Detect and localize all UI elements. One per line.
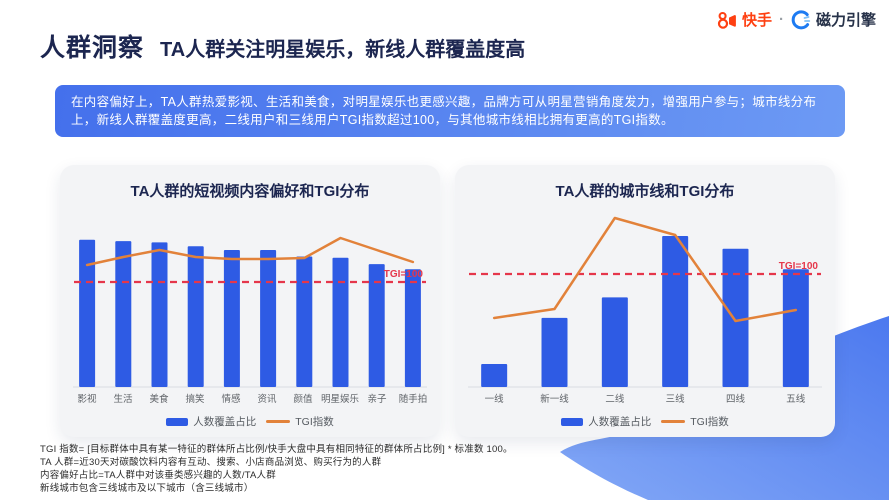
line-swatch-icon <box>661 420 686 423</box>
coverage-bar <box>260 250 277 387</box>
category-label: 新一线 <box>540 394 569 405</box>
footnote-line: 内容偏好占比=TA人群中对该垂类感兴趣的人数/TA人群 <box>40 470 276 481</box>
content-preference-chart-canvas: TGI=100 <box>73 236 427 388</box>
coverage-bar <box>601 297 628 387</box>
legend-item-coverage: 人数覆盖占比 <box>166 414 256 429</box>
category-label: 二线 <box>605 394 625 405</box>
coverage-bar <box>187 246 204 387</box>
tgi-reference-label: TGI=100 <box>779 261 819 272</box>
category-label: 生活 <box>113 394 133 405</box>
legend-item-coverage: 人数覆盖占比 <box>561 414 651 429</box>
kuaishou-logo-icon <box>717 11 736 29</box>
category-label: 美食 <box>149 394 169 405</box>
category-label: 五线 <box>786 394 806 405</box>
coverage-bar <box>332 257 349 387</box>
summary-text: 在内容偏好上，TA人群热爱影视、生活和美食，对明星娱乐也更感兴趣，品牌方可从明星… <box>71 95 817 128</box>
magnetic-engine-label: 磁力引擎 <box>815 12 876 29</box>
footnote-line: TA 人群=近30天对碳酸饮料内容有互动、搜索、小店商品浏览、购买行为的人群 <box>40 457 382 468</box>
category-label: 随手拍 <box>398 394 428 405</box>
coverage-bar <box>296 256 313 387</box>
coverage-bar <box>404 269 421 387</box>
summary-callout: 在内容偏好上，TA人群热爱影视、生活和美食，对明星娱乐也更感兴趣，品牌方可从明星… <box>55 85 845 138</box>
legend-label-tgi: TGI指数 <box>690 416 729 428</box>
tgi-line-series <box>492 216 798 323</box>
coverage-bar <box>223 250 240 387</box>
chart-title: TA人群的城市线和TGI分布 <box>555 183 735 200</box>
line-swatch-icon <box>266 420 291 423</box>
category-label: 搞笑 <box>185 394 205 405</box>
tgi-reference-label: TGI=100 <box>384 269 424 280</box>
legend-item-tgi: TGI指数 <box>266 414 334 429</box>
category-label: 影视 <box>77 394 97 405</box>
coverage-bar <box>722 248 749 387</box>
coverage-bar <box>541 317 568 387</box>
bar-swatch-icon <box>166 417 189 426</box>
page-header: 人群洞察 TA人群关注明星娱乐，新线人群覆盖度高 <box>40 28 525 64</box>
logo-separator-dot: · <box>778 11 784 28</box>
category-label: 情感 <box>221 394 241 405</box>
category-axis: 一线 新一线 二线 三线 四线 五线 <box>464 391 826 405</box>
legend-label-coverage: 人数覆盖占比 <box>193 416 257 428</box>
chart-card-city-tier: TA人群的城市线和TGI分布 TGI=100 一线 新一线 二线 三线 四线 五线 人数覆… <box>455 165 835 437</box>
coverage-bar <box>782 269 809 387</box>
category-label: 亲子 <box>367 394 387 405</box>
coverage-bar <box>662 235 689 387</box>
legend-item-tgi: TGI指数 <box>661 414 729 429</box>
category-label: 三线 <box>665 394 685 405</box>
footnote-line: 新线城市包含三线城市及以下城市（含三线城市） <box>40 483 254 494</box>
coverage-bar <box>115 241 132 387</box>
legend-label-tgi: TGI指数 <box>295 416 334 428</box>
chart-title: TA人群的短视频内容偏好和TGI分布 <box>130 183 370 200</box>
coverage-bar <box>481 363 508 387</box>
footnotes: TGI 指数= [目标群体中具有某一特征的群体所占比例/快手大盘中具有相同特征的… <box>40 443 513 495</box>
city-tier-chart-canvas: TGI=100 <box>468 216 822 388</box>
bar-swatch-icon <box>561 417 584 426</box>
chart-legend: 人数覆盖占比 TGI指数 <box>69 414 431 429</box>
category-axis: 影视 生活 美食 搞笑 情感 资讯 颜值 明星娱乐 亲子 随手拍 <box>69 391 431 405</box>
legend-label-coverage: 人数覆盖占比 <box>588 416 652 428</box>
page-title: TA人群关注明星娱乐，新线人群覆盖度高 <box>160 39 526 61</box>
coverage-bar <box>368 264 385 387</box>
chart-legend: 人数覆盖占比 TGI指数 <box>464 414 826 429</box>
coverage-bar <box>79 239 96 387</box>
footnote-line: TGI 指数= [目标群体中具有某一特征的群体所占比例/快手大盘中具有相同特征的… <box>40 444 513 455</box>
coverage-bar <box>151 242 168 387</box>
category-label: 一线 <box>484 394 504 405</box>
brand-logos: 快手 · 磁力引擎 <box>717 9 876 30</box>
section-label: 人群洞察 <box>40 34 145 62</box>
category-label: 四线 <box>725 394 745 405</box>
category-label: 明星娱乐 <box>321 394 360 405</box>
kuaishou-label: 快手 <box>741 12 772 29</box>
chart-card-content-preference: TA人群的短视频内容偏好和TGI分布 TGI=100 影视 生活 美食 搞笑 情感 资讯 颜… <box>60 165 440 437</box>
category-label: 资讯 <box>257 394 277 405</box>
magnetic-engine-logo-icon <box>791 9 811 29</box>
category-label: 颜值 <box>293 394 313 405</box>
tgi-line-series <box>85 236 415 267</box>
